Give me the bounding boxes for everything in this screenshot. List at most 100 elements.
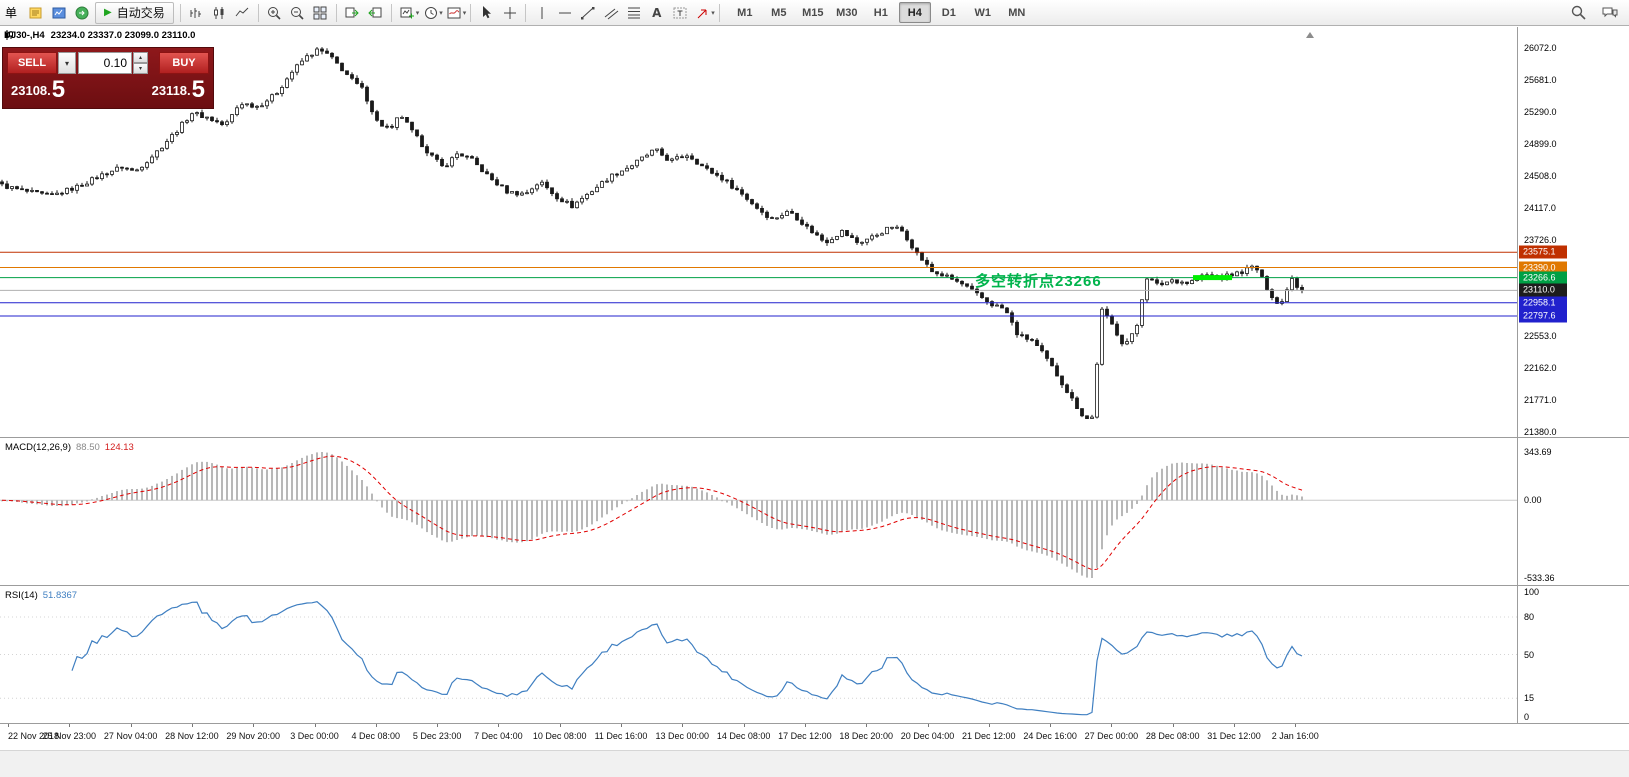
chart-shift-marker[interactable] bbox=[1306, 32, 1314, 38]
candlestick-button[interactable] bbox=[208, 2, 231, 23]
crosshair-button[interactable] bbox=[498, 2, 521, 23]
autotrading-button[interactable]: ▶ 自动交易 bbox=[95, 1, 174, 24]
volume-input[interactable]: 0.10 bbox=[78, 52, 132, 74]
panel-splitter[interactable] bbox=[0, 437, 1629, 438]
tile-windows-button[interactable] bbox=[309, 2, 332, 23]
search-button[interactable] bbox=[1567, 2, 1590, 23]
indicators-icon bbox=[400, 7, 415, 18]
line-chart-button[interactable] bbox=[231, 2, 254, 23]
timeframe-button-m5[interactable]: M5 bbox=[771, 6, 787, 19]
fibonacci-button[interactable] bbox=[622, 2, 645, 23]
toolbar-separator bbox=[390, 3, 392, 22]
trendline-button[interactable] bbox=[576, 2, 599, 23]
timeframe-button-w1[interactable]: W1 bbox=[974, 6, 992, 19]
timeframe-button-mn[interactable]: MN bbox=[1008, 6, 1026, 19]
sell-button[interactable]: SELL bbox=[7, 52, 57, 74]
panel-splitter[interactable] bbox=[0, 723, 1629, 724]
templates-icon bbox=[447, 7, 461, 18]
toolbar-separator bbox=[335, 3, 337, 22]
sell-price: 23108. 5 bbox=[11, 76, 65, 104]
indicators-button[interactable] bbox=[396, 2, 419, 23]
volume-dropdown-button[interactable]: ▾ bbox=[58, 52, 76, 74]
timeframe-group: M1 M5 M15 M30 H1 H4 D1 W1 MN bbox=[728, 2, 1034, 23]
time-axis-tick bbox=[1111, 724, 1113, 727]
channel-button[interactable] bbox=[599, 2, 622, 23]
timeframe-button-m30[interactable]: M30 bbox=[836, 6, 858, 19]
timeframe-button-h1[interactable]: H1 bbox=[873, 6, 888, 19]
zoom-in-button[interactable] bbox=[263, 2, 286, 23]
chart-annotation-text[interactable]: 多空转折点23266 bbox=[975, 273, 1102, 290]
macd-plot[interactable] bbox=[0, 438, 1517, 585]
text-label-button[interactable] bbox=[668, 2, 691, 23]
sell-price-main: 23108. bbox=[11, 83, 51, 98]
menu-label[interactable]: 单 bbox=[5, 6, 18, 20]
macd-value-main: 88.50 bbox=[76, 442, 100, 453]
new-order-button[interactable] bbox=[24, 2, 47, 23]
timeframe-button-h4[interactable]: H4 bbox=[898, 2, 931, 23]
rsi-line bbox=[71, 601, 1303, 716]
rsi-axis[interactable]: 100 80 50 15 0 bbox=[1518, 586, 1629, 723]
macd-axis[interactable]: 343.69 0.00 -533.36 bbox=[1518, 438, 1629, 585]
toolbar-separator bbox=[525, 3, 527, 22]
periods-button[interactable] bbox=[419, 2, 442, 23]
zoom-in-icon bbox=[268, 6, 281, 20]
time-axis-label: 24 Dec 16:00 bbox=[1023, 731, 1077, 741]
volume-stepper: ▴ ▾ bbox=[133, 52, 148, 74]
indicators-dropdown-icon[interactable]: ▾ bbox=[415, 8, 420, 17]
rsi-plot[interactable] bbox=[0, 586, 1517, 723]
price-axis-label: 21380.0 bbox=[1524, 427, 1557, 437]
cursor-button[interactable] bbox=[475, 2, 498, 23]
rsi-title: RSI(14) bbox=[5, 590, 38, 601]
chart-shift-icon bbox=[368, 7, 382, 17]
arrows-tool-button[interactable] bbox=[691, 2, 714, 23]
templates-dropdown-icon[interactable]: ▾ bbox=[462, 8, 467, 17]
rsi-axis-label: 15 bbox=[1524, 693, 1535, 704]
bar-chart-button[interactable] bbox=[185, 2, 208, 23]
panel-splitter[interactable] bbox=[0, 585, 1629, 586]
rsi-axis-label: 80 bbox=[1524, 612, 1535, 622]
play-icon: ▶ bbox=[104, 7, 112, 18]
time-axis[interactable]: 22 Nov 2018 25 Nov 23:00 27 Nov 04:00 28 No… bbox=[0, 724, 1517, 750]
time-axis-label: 13 Dec 00:00 bbox=[655, 731, 710, 741]
time-axis-tick bbox=[314, 724, 316, 727]
chat-button[interactable] bbox=[1598, 2, 1621, 23]
navigator-button[interactable] bbox=[70, 2, 93, 23]
main-chart-panel: DJ30-,H4 23234.0 23337.0 23099.0 23110.0… bbox=[0, 27, 1517, 437]
timeframe-button-m15[interactable]: M15 bbox=[802, 6, 824, 19]
templates-button[interactable] bbox=[443, 2, 466, 23]
periods-icon bbox=[424, 6, 437, 19]
buy-button[interactable]: BUY bbox=[159, 52, 209, 74]
buy-price-main: 23118. bbox=[151, 83, 191, 98]
chart-symbol-icon bbox=[5, 30, 13, 40]
timeframe-button-d1[interactable]: D1 bbox=[941, 6, 956, 19]
market-watch-button[interactable] bbox=[47, 2, 70, 23]
toolbar: 单 ▶ 自动交易 bbox=[0, 0, 1629, 26]
vertical-line-button[interactable] bbox=[530, 2, 553, 23]
time-axis-label: 28 Nov 12:00 bbox=[165, 731, 219, 741]
trendline-icon bbox=[580, 6, 595, 19]
market-watch-icon bbox=[52, 7, 66, 18]
price-axis-label: 25681.0 bbox=[1524, 75, 1557, 85]
price-level-label: 23390.0 bbox=[1519, 261, 1567, 274]
zoom-out-icon bbox=[291, 6, 304, 20]
time-axis-label: 5 Dec 23:00 bbox=[412, 731, 462, 741]
volume-down-button[interactable]: ▾ bbox=[133, 63, 148, 74]
time-axis-label: 21 Dec 12:00 bbox=[962, 731, 1016, 741]
time-axis-label: 10 Dec 08:00 bbox=[532, 731, 587, 741]
price-level-label: 22797.6 bbox=[1519, 309, 1567, 323]
chart-shift-button[interactable] bbox=[364, 2, 387, 23]
price-plot[interactable] bbox=[0, 27, 1517, 437]
price-level-label: 23110.0 bbox=[1519, 283, 1567, 297]
text-tool-button[interactable]: A bbox=[652, 5, 662, 20]
highlight-zone[interactable] bbox=[1193, 275, 1232, 281]
arrows-dropdown-icon[interactable]: ▾ bbox=[711, 8, 715, 17]
auto-scroll-button[interactable] bbox=[341, 2, 364, 23]
zoom-out-button[interactable] bbox=[286, 2, 309, 23]
horizontal-line-button[interactable] bbox=[553, 2, 576, 23]
timeframe-button-m1[interactable]: M1 bbox=[737, 6, 753, 19]
chart-symbol: DJ30-,H4 bbox=[4, 30, 45, 41]
tile-windows-icon bbox=[313, 6, 327, 19]
periods-dropdown-icon[interactable]: ▾ bbox=[439, 8, 443, 17]
volume-up-button[interactable]: ▴ bbox=[133, 52, 148, 63]
price-axis[interactable]: 26072.0 25681.0 25290.0 24899.0 24508.0 24117… bbox=[1518, 27, 1629, 437]
